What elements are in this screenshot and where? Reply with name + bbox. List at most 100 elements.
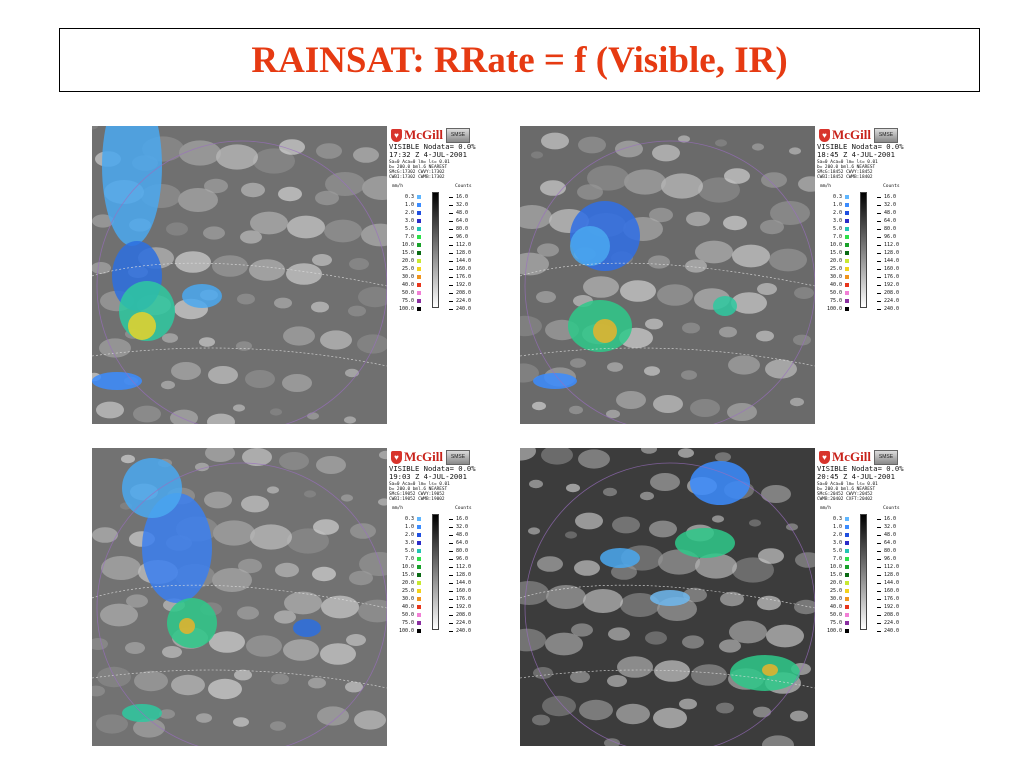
count-row: 96.0 [449, 233, 481, 241]
timestamp: 19:03 Z 4-JUL-2001 [389, 472, 467, 481]
tick-mark [877, 236, 881, 238]
count-row: 16.0 [877, 515, 909, 523]
count-value: 80.0 [456, 548, 469, 554]
color-swatch [417, 267, 421, 271]
count-value: 128.0 [884, 572, 900, 578]
color-swatch [845, 629, 849, 633]
rain-rate-row: 15.0 [817, 249, 849, 257]
rain-rate-row: 2.0 [389, 531, 421, 539]
tick-mark [449, 300, 453, 302]
rain-rate-row: 10.0 [817, 563, 849, 571]
count-value: 240.0 [884, 628, 900, 634]
rain-rate-row: 0.3 [817, 515, 849, 523]
rain-rate-value: 30.0 [401, 596, 414, 602]
tick-mark [877, 606, 881, 608]
tick-mark [449, 260, 453, 262]
count-row: 112.0 [877, 563, 909, 571]
logo-text: McGill [832, 127, 871, 142]
rain-rate-value: 7.0 [832, 556, 842, 562]
color-swatch [845, 219, 849, 223]
count-row: 192.0 [877, 603, 909, 611]
rain-rate-row: 7.0 [389, 233, 421, 241]
counts-gradient-bar [432, 192, 439, 308]
count-row: 144.0 [449, 257, 481, 265]
rain-rate-row: 50.0 [817, 611, 849, 619]
count-row: 80.0 [877, 547, 909, 555]
counts-scale: 16.0 32.0 48.0 64.0 80.0 96.0 112.0 128.0 144.0 1… [877, 515, 909, 635]
count-value: 32.0 [884, 202, 897, 208]
count-value: 160.0 [456, 588, 472, 594]
rain-rate-row: 100.0 [389, 627, 421, 635]
count-row: 96.0 [877, 233, 909, 241]
count-value: 144.0 [884, 580, 900, 586]
satellite-map [520, 126, 815, 424]
color-swatch [417, 235, 421, 239]
color-swatch [845, 235, 849, 239]
count-value: 112.0 [456, 242, 472, 248]
rain-rate-row: 40.0 [817, 281, 849, 289]
tick-mark [449, 606, 453, 608]
badge-icon: SMSE [874, 127, 898, 143]
color-swatch [417, 605, 421, 609]
rain-rate-value: 0.3 [404, 516, 414, 522]
rain-rate-row: 25.0 [817, 265, 849, 273]
units-label: mm/h [820, 184, 832, 189]
color-swatch [417, 533, 421, 537]
rain-rate-row: 25.0 [817, 587, 849, 595]
rain-rate-value: 50.0 [829, 290, 842, 296]
logo-text: McGill [404, 127, 443, 142]
rain-rate-scale: 0.3 1.0 2.0 3.0 5.0 7.0 10.0 15.0 20.0 25.0 30.0 40… [817, 193, 849, 313]
tick-mark [449, 292, 453, 294]
count-value: 176.0 [456, 596, 472, 602]
tick-mark [877, 252, 881, 254]
count-value: 48.0 [456, 532, 469, 538]
count-row: 32.0 [877, 523, 909, 531]
rain-rate-value: 7.0 [404, 556, 414, 562]
count-value: 112.0 [884, 242, 900, 248]
tick-mark [449, 590, 453, 592]
rain-rate-row: 3.0 [817, 539, 849, 547]
rain-rate-row: 3.0 [389, 539, 421, 547]
color-swatch [417, 613, 421, 617]
rain-rate-row: 100.0 [817, 627, 849, 635]
tick-mark [877, 260, 881, 262]
count-value: 48.0 [884, 532, 897, 538]
count-row: 48.0 [877, 209, 909, 217]
satellite-panel-4: ♥ McGill SMSE VISIBLE Nodata= 0.0% 20:45 Z 4… [520, 448, 910, 748]
count-row: 64.0 [449, 217, 481, 225]
rain-rate-row: 10.0 [389, 241, 421, 249]
tick-mark [877, 276, 881, 278]
rain-rate-row: 25.0 [389, 265, 421, 273]
legend: ♥ McGill SMSE VISIBLE Nodata= 0.0% 20:45 Z 4… [817, 448, 910, 746]
count-row: 144.0 [877, 579, 909, 587]
count-row: 144.0 [449, 579, 481, 587]
rain-rate-value: 20.0 [401, 580, 414, 586]
count-value: 80.0 [884, 226, 897, 232]
color-swatch [845, 533, 849, 537]
count-value: 64.0 [884, 540, 897, 546]
count-row: 192.0 [449, 603, 481, 611]
count-row: 192.0 [877, 281, 909, 289]
count-row: 16.0 [449, 193, 481, 201]
counts-label: Counts [455, 184, 472, 189]
rain-rate-value: 20.0 [829, 258, 842, 264]
color-swatch [417, 557, 421, 561]
count-row: 208.0 [877, 611, 909, 619]
tick-mark [449, 212, 453, 214]
satellite-image [92, 126, 387, 424]
count-value: 128.0 [456, 572, 472, 578]
count-value: 144.0 [884, 258, 900, 264]
tick-mark [877, 558, 881, 560]
rain-rate-row: 3.0 [389, 217, 421, 225]
rain-rate-row: 100.0 [817, 305, 849, 313]
rain-rate-value: 10.0 [829, 242, 842, 248]
count-value: 64.0 [456, 218, 469, 224]
count-value: 16.0 [456, 516, 469, 522]
rain-rate-row: 7.0 [389, 555, 421, 563]
count-value: 224.0 [456, 620, 472, 626]
counts-label: Counts [883, 506, 900, 511]
color-swatch [845, 211, 849, 215]
color-swatch [845, 557, 849, 561]
rain-rate-row: 1.0 [389, 201, 421, 209]
counts-label: Counts [883, 184, 900, 189]
